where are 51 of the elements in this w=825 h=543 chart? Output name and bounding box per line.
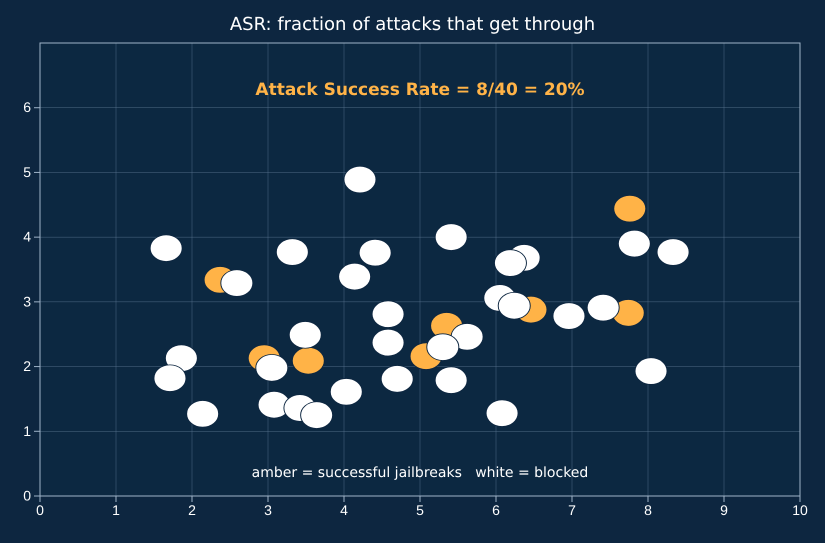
- point: [634, 357, 668, 385]
- point: [426, 333, 460, 361]
- y-tick-label: 2: [23, 358, 32, 374]
- x-tick-label: 6: [492, 502, 500, 518]
- point: [434, 223, 468, 251]
- point: [220, 269, 254, 297]
- point: [330, 378, 363, 406]
- point: [372, 328, 405, 356]
- y-tick-label: 5: [23, 164, 32, 180]
- x-tick-label: 3: [264, 502, 272, 518]
- point: [372, 300, 405, 328]
- x-tick-label: 8: [644, 502, 652, 518]
- y-tick-label: 6: [23, 99, 32, 116]
- y-tick-label: 0: [23, 487, 32, 504]
- annotation: Attack Success Rate = 8/40 = 20%: [255, 80, 585, 100]
- x-tick-label: 1: [112, 502, 120, 518]
- point: [338, 262, 372, 290]
- point: [494, 249, 527, 277]
- y-tick-label: 3: [23, 293, 32, 310]
- point: [292, 346, 325, 375]
- point: [164, 344, 198, 372]
- annotation: amber = successful jailbreaks white = blocked: [252, 465, 588, 481]
- x-tick-label: 9: [720, 502, 728, 518]
- y-tick-label: 4: [23, 228, 32, 245]
- point: [186, 400, 220, 428]
- point: [613, 194, 646, 222]
- point: [276, 238, 309, 266]
- point: [380, 365, 414, 393]
- point: [288, 321, 322, 349]
- point: [344, 166, 376, 194]
- point: [300, 401, 334, 429]
- point: [358, 238, 392, 266]
- point: [486, 399, 519, 427]
- x-tick-label: 7: [568, 502, 576, 518]
- x-tick-label: 2: [188, 502, 196, 518]
- point: [255, 354, 288, 382]
- point: [618, 230, 651, 258]
- y-tick-label: 1: [23, 422, 32, 439]
- x-tick-label: 4: [340, 502, 348, 518]
- point: [434, 366, 468, 394]
- x-tick-label: 10: [792, 502, 808, 518]
- point: [450, 323, 484, 351]
- x-tick-label: 0: [36, 502, 44, 518]
- point: [552, 302, 586, 330]
- point: [150, 234, 183, 262]
- point: [154, 364, 186, 392]
- x-tick-label: 5: [416, 502, 424, 518]
- point: [656, 238, 690, 266]
- point: [586, 294, 620, 322]
- point: [498, 292, 531, 320]
- chart-title: ASR: fraction of attacks that get through: [230, 14, 596, 35]
